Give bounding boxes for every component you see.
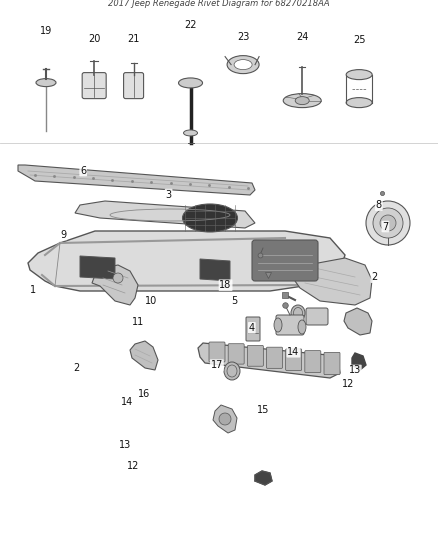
Text: 18: 18 <box>219 280 232 290</box>
Ellipse shape <box>274 318 282 332</box>
Ellipse shape <box>224 362 240 380</box>
FancyBboxPatch shape <box>209 342 225 362</box>
Text: 2: 2 <box>74 363 80 373</box>
Circle shape <box>366 201 410 245</box>
Ellipse shape <box>234 60 252 70</box>
Polygon shape <box>255 471 272 485</box>
FancyBboxPatch shape <box>306 308 328 325</box>
Polygon shape <box>130 341 158 370</box>
Ellipse shape <box>291 305 305 321</box>
FancyBboxPatch shape <box>228 344 244 364</box>
Circle shape <box>219 413 231 425</box>
Text: 3: 3 <box>166 190 172 199</box>
Text: 20: 20 <box>88 34 100 44</box>
Polygon shape <box>352 353 366 370</box>
FancyBboxPatch shape <box>246 317 260 341</box>
Text: 7: 7 <box>382 222 389 231</box>
Polygon shape <box>80 256 115 279</box>
Text: 2: 2 <box>371 272 378 282</box>
Text: 10: 10 <box>145 296 157 306</box>
Text: 14: 14 <box>287 347 300 357</box>
Text: 8: 8 <box>376 200 382 210</box>
Polygon shape <box>28 231 345 291</box>
Polygon shape <box>92 265 138 305</box>
Polygon shape <box>295 258 372 305</box>
FancyBboxPatch shape <box>305 351 321 373</box>
Text: 16: 16 <box>138 390 151 399</box>
Text: 5: 5 <box>231 296 237 306</box>
FancyBboxPatch shape <box>124 72 144 99</box>
FancyBboxPatch shape <box>266 347 283 368</box>
FancyBboxPatch shape <box>324 352 340 375</box>
Polygon shape <box>75 201 255 228</box>
Ellipse shape <box>184 130 198 136</box>
Circle shape <box>113 273 123 283</box>
Polygon shape <box>213 405 237 433</box>
Text: 17: 17 <box>211 360 223 370</box>
Ellipse shape <box>183 204 237 232</box>
Text: 9: 9 <box>60 230 67 239</box>
Polygon shape <box>198 343 340 378</box>
Text: 4: 4 <box>249 323 255 333</box>
Polygon shape <box>18 165 255 195</box>
Text: 1: 1 <box>30 286 36 295</box>
Text: 12: 12 <box>127 462 140 471</box>
Polygon shape <box>200 259 230 281</box>
Text: 2017 Jeep Renegade Rivet Diagram for 68270218AA: 2017 Jeep Renegade Rivet Diagram for 682… <box>108 0 330 8</box>
Text: 15: 15 <box>257 406 269 415</box>
FancyBboxPatch shape <box>276 315 304 335</box>
Text: 23: 23 <box>237 33 249 42</box>
Circle shape <box>373 208 403 238</box>
Text: 24: 24 <box>296 33 308 42</box>
Ellipse shape <box>298 320 306 334</box>
Ellipse shape <box>227 55 259 74</box>
Text: 25: 25 <box>353 35 365 45</box>
Ellipse shape <box>179 78 202 88</box>
FancyBboxPatch shape <box>252 240 318 281</box>
Text: 22: 22 <box>184 20 197 30</box>
Text: 12: 12 <box>342 379 354 389</box>
Text: 13: 13 <box>349 366 361 375</box>
Polygon shape <box>344 308 372 335</box>
Ellipse shape <box>346 70 372 79</box>
FancyBboxPatch shape <box>82 72 106 99</box>
Text: 6: 6 <box>80 166 86 175</box>
Text: 21: 21 <box>127 34 140 44</box>
Text: 14: 14 <box>121 398 133 407</box>
Text: 19: 19 <box>40 26 52 36</box>
FancyBboxPatch shape <box>286 349 302 370</box>
Ellipse shape <box>283 94 321 108</box>
Ellipse shape <box>346 98 372 108</box>
Ellipse shape <box>295 96 309 104</box>
Ellipse shape <box>36 78 56 87</box>
Circle shape <box>380 215 396 231</box>
Text: 11: 11 <box>132 318 144 327</box>
FancyBboxPatch shape <box>247 345 263 366</box>
Text: 13: 13 <box>119 440 131 450</box>
